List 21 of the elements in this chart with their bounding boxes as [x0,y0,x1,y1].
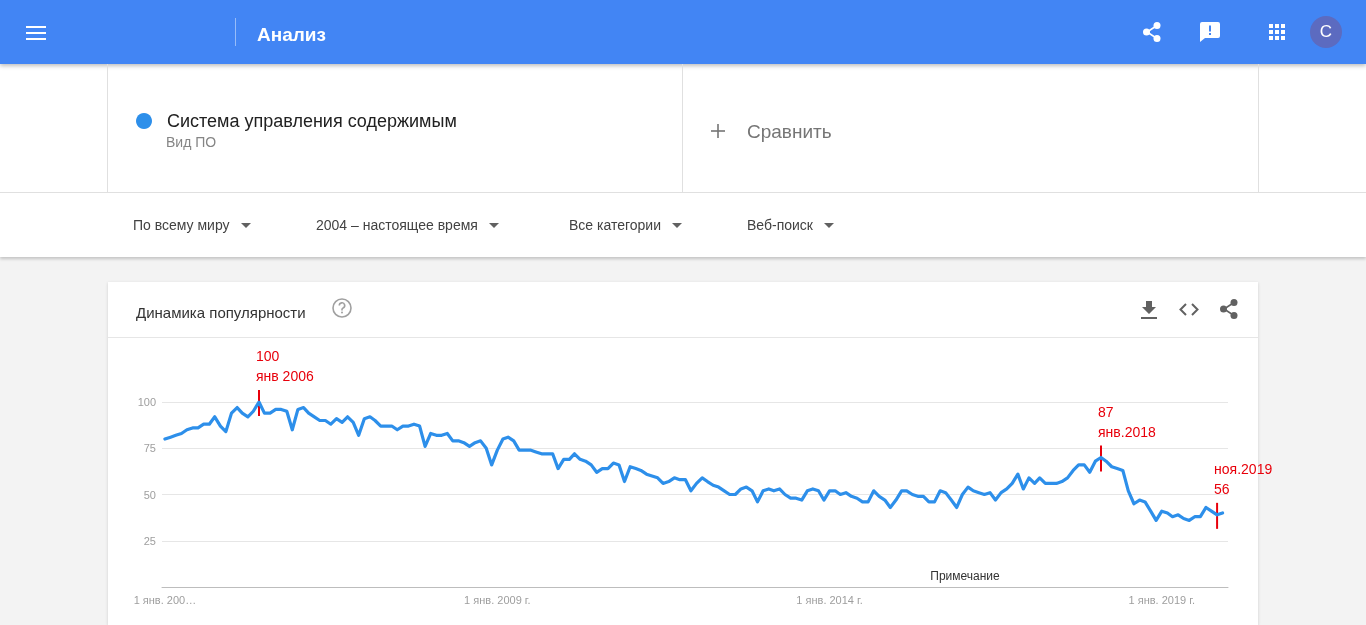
x-tick-label: 1 янв. 2009 г. [464,593,531,606]
legend-label: Система управления содержимым [167,111,457,131]
y-tick-label: 25 [143,534,156,547]
text: Вид ПО [166,133,217,151]
text: Веб-поиск [747,216,813,234]
x-tick-label: 1 янв. 200… [133,593,197,606]
text: Сравнить [747,119,832,143]
x-tick-label: 1 янв. 2014 г. [796,593,863,606]
text: 2004 – настоящее время [316,216,478,234]
annotation: ноя.2019 56 [1214,460,1273,497]
y-tick-label: 50 [143,488,156,501]
text: По всему миру [133,216,230,234]
annotation: 100 янв 2006 [255,348,314,384]
annotation: 87 янв.2018 [1098,403,1156,440]
text: Все категории [569,216,661,234]
annotation: Примечание [930,569,1000,583]
text: Анализ [257,22,326,46]
x-tick-label: 1 янв. 2019 г. [1128,593,1195,606]
chart-title: Динамика популярности [136,304,306,321]
y-tick-label: 100 [137,396,156,408]
y-tick-label: 75 [143,442,156,455]
